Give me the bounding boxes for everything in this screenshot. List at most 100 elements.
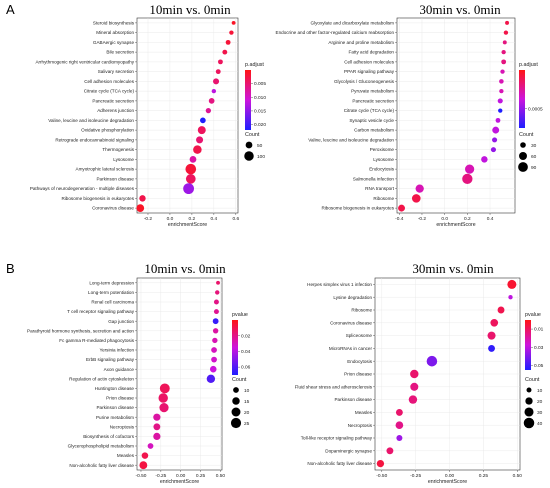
y-tick-label: Biosynthesis of cofactors (83, 434, 135, 439)
y-tick-label: Gap junction (108, 319, 134, 324)
data-point (410, 382, 419, 391)
y-tick-label: Parathyroid hormone synthesis, secretion… (27, 328, 134, 333)
x-tick-label: 0.2 (464, 216, 471, 222)
y-tick-label: Cell adhesion molecules (84, 79, 134, 84)
data-point (225, 39, 231, 45)
data-point (487, 331, 496, 340)
data-point (376, 459, 385, 468)
data-point (502, 40, 507, 45)
data-point (481, 156, 488, 163)
panel-letter: B (6, 261, 15, 276)
data-point (197, 126, 206, 135)
data-point (212, 318, 219, 325)
y-tick-label: Non-alcoholic fatty liver disease (307, 461, 372, 466)
y-tick-label: Pathways of neurodegeneration - multiple… (30, 186, 135, 191)
y-tick-label: Endocytosis (369, 167, 394, 172)
size-legend-label: 25 (244, 421, 250, 427)
data-point (497, 98, 503, 104)
x-tick-label: 0.25 (196, 473, 206, 479)
y-tick-label: PPAR signaling pathway (344, 69, 395, 74)
size-legend-dot (231, 407, 241, 417)
size-legend-dot (233, 387, 239, 393)
y-tick-label: Citrate cycle (TCA cycle) (344, 108, 395, 113)
data-point (158, 393, 168, 403)
y-tick-label: Parkinson disease (334, 397, 372, 402)
size-legend-label: 40 (537, 421, 543, 427)
size-legend-dot (526, 387, 532, 393)
y-tick-label: Lysosome (113, 157, 134, 162)
y-tick-label: Measles (117, 453, 135, 458)
x-tick-label: -0.25 (155, 473, 166, 479)
size-legend-title: Count (519, 132, 534, 138)
data-point (492, 137, 498, 143)
data-point (222, 49, 228, 55)
y-tick-label: Dopaminergic synapse (325, 448, 372, 453)
y-tick-label: Adherens junction (97, 108, 134, 113)
data-point (499, 79, 504, 84)
size-legend-dot (519, 152, 527, 160)
data-point (213, 309, 219, 315)
size-legend-label: 20 (244, 410, 250, 416)
y-tick-label: Mineral absorption (96, 30, 134, 35)
data-point (212, 337, 218, 344)
y-tick-label: Arrhythmogenic right ventricular cardiom… (35, 59, 134, 64)
y-tick-label: Non-alcoholic fatty liver disease (69, 463, 134, 468)
y-tick-label: Salivary secretion (98, 69, 135, 74)
x-tick-label: -0.25 (410, 473, 421, 479)
data-point (503, 30, 509, 35)
y-tick-label: Long-term depression (89, 280, 134, 285)
y-tick-label: RNA transport (365, 186, 395, 191)
data-point (196, 136, 204, 144)
color-legend-bar (525, 320, 531, 370)
data-point (211, 347, 217, 353)
color-legend-bar (232, 320, 238, 375)
y-tick-label: Parkinson disease (96, 405, 134, 410)
data-point (208, 98, 215, 104)
size-legend-dot (524, 407, 534, 417)
size-legend-label: 50 (257, 143, 263, 149)
data-point (189, 155, 197, 163)
y-tick-label: Pancreatic secretion (92, 98, 134, 103)
y-tick-label: Ribosome biogenesis in eukaryotes (321, 206, 394, 211)
x-tick-label: 0.50 (513, 473, 523, 479)
color-legend-label: 0.05 (534, 363, 544, 369)
chart-title: 30min vs. 0min (412, 261, 494, 276)
x-tick-label: -0.50 (136, 473, 147, 479)
size-legend-dot (232, 397, 240, 405)
data-point (231, 20, 236, 25)
size-legend-label: 10 (537, 388, 543, 394)
color-legend-label: 0.04 (241, 349, 251, 355)
data-point (500, 69, 505, 74)
x-tick-label: -0.2 (418, 216, 427, 222)
y-tick-label: Measles (355, 410, 373, 415)
data-point (193, 145, 202, 154)
chart-panel-2: 30min vs. 0min Glyoxylate and dicarboxyla… (276, 2, 543, 228)
color-legend-label: 0.010 (254, 95, 266, 101)
data-point (229, 30, 234, 35)
data-point (507, 279, 517, 289)
y-tick-label: Renal cell carcinoma (91, 300, 134, 305)
y-tick-label: MicroRNAs in cancer (329, 346, 373, 351)
data-point (501, 59, 507, 65)
y-tick-label: Valine, leucine and isoleucine degradati… (308, 137, 394, 142)
y-tick-label: Oxidative phosphorylation (81, 128, 134, 133)
y-tick-label: Toll-like receptor signaling pathway (301, 436, 373, 441)
x-tick-label: 0.0 (167, 216, 174, 222)
y-tick-label: Lysosome (373, 157, 394, 162)
y-tick-label: Spliceosome (346, 333, 373, 338)
data-point (159, 403, 169, 413)
chart-panel-1: A 10min vs. 0min Steroid biosynthesis Miner… (6, 2, 266, 228)
data-point (386, 447, 394, 455)
x-tick-label: 0.0 (441, 216, 448, 222)
y-tick-label: Coronavirus disease (92, 206, 134, 211)
y-tick-label: Necroptosis (110, 424, 135, 429)
chart-title: 10min vs. 0min (149, 2, 231, 17)
color-legend-label: 0.005 (254, 81, 266, 87)
y-tick-label: Thermogenesis (102, 147, 134, 152)
y-tick-label: T cell receptor signaling pathway (67, 309, 135, 314)
chart-panel-4: 30min vs. 0min Herpes simplex virus 1 inf… (295, 261, 544, 485)
x-axis-title: enrichmentScore (168, 222, 207, 228)
data-point (136, 204, 145, 212)
data-point (488, 344, 495, 352)
data-point (215, 290, 220, 295)
